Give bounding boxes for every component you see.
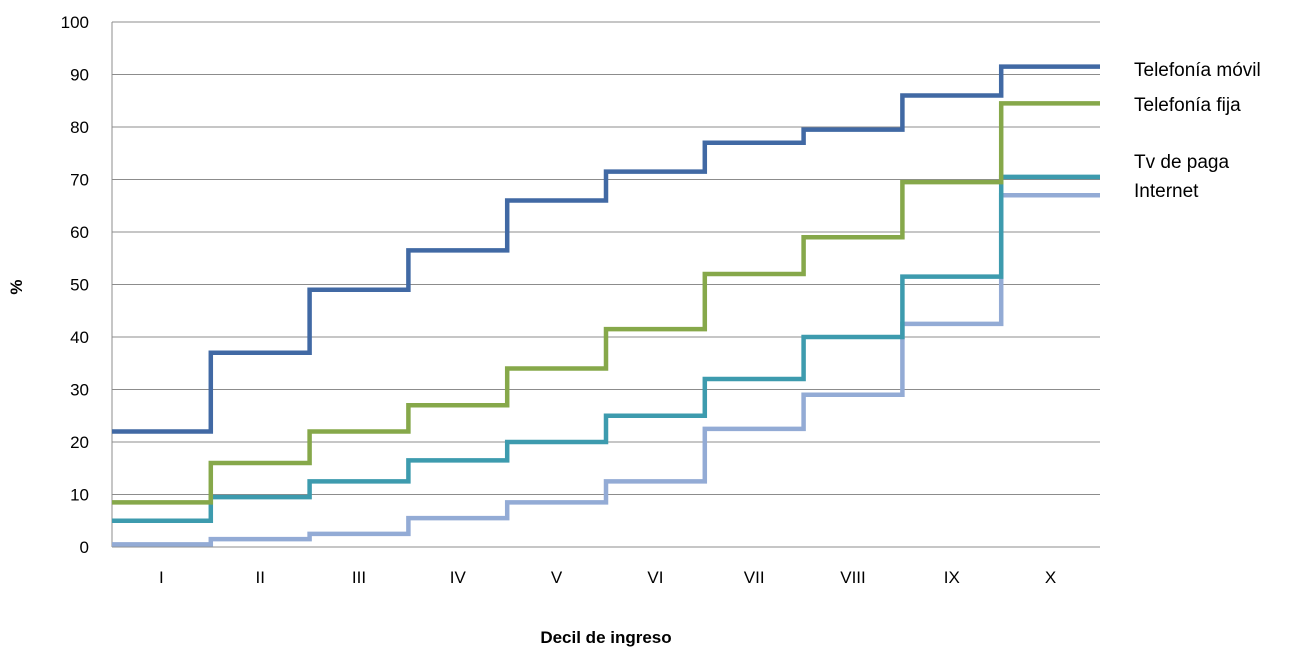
legend: Telefonía móvil Telefonía fija Tv de paga I… [1134, 60, 1261, 202]
y-tick-label: 60 [70, 223, 89, 242]
series-line-tv-de-paga [112, 174, 1100, 524]
y-tick-label: 10 [70, 486, 89, 505]
x-tick-label: II [255, 568, 264, 587]
series-line-telefonia-fija [112, 101, 1100, 505]
x-tick-label: X [1045, 568, 1056, 587]
y-axis-label: % [7, 279, 26, 294]
y-tick-label: 40 [70, 328, 89, 347]
y-tick-label: 30 [70, 381, 89, 400]
y-tick-labels: 0 10 20 30 40 50 60 70 80 90 100 [61, 13, 89, 557]
legend-label: Internet [1134, 181, 1199, 202]
y-tick-label: 90 [70, 66, 89, 85]
series-line-telefonia-movil [112, 64, 1100, 434]
x-tick-label: I [159, 568, 164, 587]
x-tick-label: III [352, 568, 366, 587]
legend-label: Telefonía móvil [1134, 60, 1261, 81]
legend-label: Tv de paga [1134, 152, 1229, 173]
x-tick-label: VIII [840, 568, 866, 587]
x-tick-label: VII [744, 568, 765, 587]
y-tick-label: 80 [70, 118, 89, 137]
y-tick-label: 20 [70, 433, 89, 452]
axes [111, 22, 1100, 548]
x-axis-label: Decil de ingreso [540, 628, 671, 647]
x-tick-labels: I II III IV V VI VII VIII IX X [159, 568, 1056, 587]
legend-label: Telefonía fija [1134, 95, 1241, 116]
y-tick-label: 100 [61, 13, 89, 32]
x-tick-label: VI [647, 568, 663, 587]
x-tick-label: V [551, 568, 563, 587]
x-tick-label: IV [450, 568, 467, 587]
y-tick-label: 50 [70, 276, 89, 295]
gridlines [112, 21, 1100, 495]
series-lines [112, 64, 1100, 547]
x-tick-label: IX [944, 568, 960, 587]
y-tick-label: 0 [80, 538, 89, 557]
y-tick-label: 70 [70, 171, 89, 190]
